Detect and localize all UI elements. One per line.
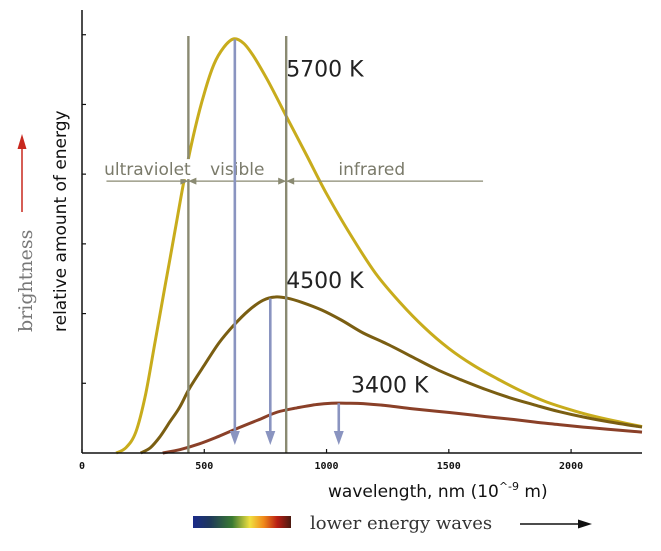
curves-layer: 5700 K 4500 K 3400 K [115, 37, 643, 455]
band-label-bg-1 [201, 159, 274, 180]
band-arrowhead-right-0 [180, 177, 189, 185]
series-line-1 [139, 295, 643, 455]
peak-arrows-layer [229, 39, 344, 445]
x-tick-label-0: 0 [79, 461, 85, 472]
band-arrowhead-left-2 [286, 177, 295, 185]
series-label-2: 3400 K [351, 373, 429, 398]
x-tick-label-2: 1000 [314, 461, 338, 472]
band-arrowhead-left-1 [188, 177, 197, 185]
x-axis-label: wavelength, nm (10^-9 m) [328, 480, 548, 502]
series-label-0: 5700 K [286, 58, 364, 83]
axes-layer: 0 500 1000 1500 2000 [79, 10, 642, 472]
series-line-0 [115, 37, 643, 455]
x-tick-label-4: 2000 [559, 461, 583, 472]
y-axis-label: relative amount of energy [51, 110, 71, 332]
x-axis-label-exponent: ^-9 [499, 480, 519, 493]
x-axis-label-tail: m) [519, 482, 548, 502]
visible-spectrum-strip [193, 516, 291, 528]
x-tick-label-1: 500 [195, 461, 213, 472]
band-label-bg-0 [92, 159, 203, 180]
lower-energy-label: lower energy waves [310, 513, 492, 534]
peak-arrow-head-1 [265, 431, 276, 445]
energy-arrow-head [578, 519, 592, 529]
band-label-2: infrared [338, 160, 405, 180]
brightness-arrow-head [17, 134, 27, 149]
band-label-bg-2 [330, 159, 413, 180]
band-arrowhead-right-1 [278, 177, 287, 185]
brightness-label: brightness [15, 230, 37, 332]
series-line-2 [162, 401, 643, 455]
peak-arrow-head-2 [333, 431, 344, 445]
band-label-0: ultraviolet [104, 160, 191, 180]
peak-arrow-head-0 [229, 431, 240, 445]
series-label-1: 4500 K [286, 269, 364, 294]
x-tick-label-3: 1500 [437, 461, 461, 472]
band-label-1: visible [210, 160, 264, 180]
band-lines-layer: ultraviolet visible infrared [92, 36, 484, 453]
